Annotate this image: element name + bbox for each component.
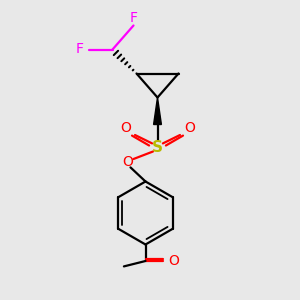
Polygon shape: [154, 98, 161, 124]
Text: O: O: [120, 121, 131, 134]
Text: S: S: [152, 140, 163, 154]
Text: O: O: [168, 254, 179, 268]
Text: F: F: [130, 11, 138, 25]
Text: O: O: [122, 155, 133, 169]
Text: O: O: [184, 121, 195, 134]
Text: F: F: [76, 42, 84, 56]
